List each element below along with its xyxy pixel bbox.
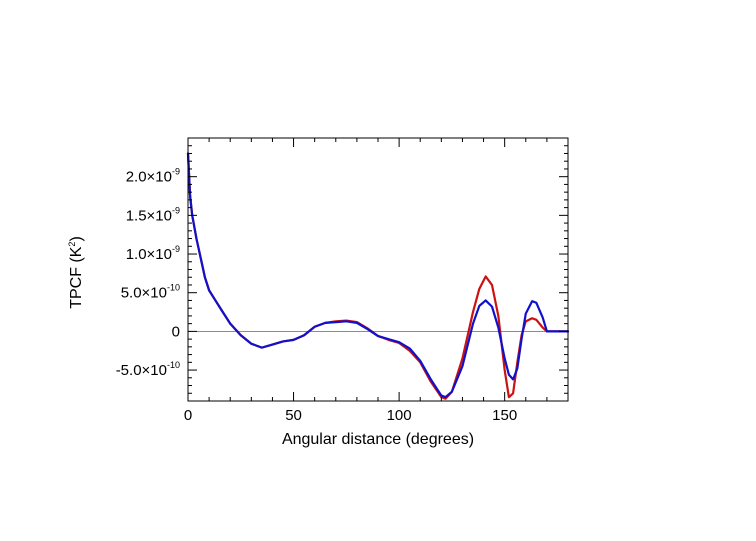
plot-frame <box>187 137 569 402</box>
y-tick-label: -5.0×10-10 <box>116 360 180 379</box>
y-axis-ticks: -5.0×10-10 0 5.0×10-10 1.0×10-9 1.5×10-9 2.0×… <box>116 145 568 394</box>
y-tick-label: 1.5×10-9 <box>126 205 180 224</box>
y-axis-title-close: ) <box>68 236 85 241</box>
x-tick-label: 100 <box>387 407 412 424</box>
y-axis-title-main: TPCF (K <box>68 246 85 309</box>
y-axis-title: TPCF (K2) <box>67 236 85 309</box>
y-tick-label: 2.0×10-9 <box>126 167 180 186</box>
x-axis-title: Angular distance (degrees) <box>282 431 474 448</box>
y-tick-label: 5.0×10-10 <box>121 283 180 302</box>
y-tick-label: 0 <box>172 323 180 340</box>
series-line-2 <box>186 152 570 399</box>
y-tick-label: 1.0×10-9 <box>126 244 180 263</box>
x-tick-label: 150 <box>492 407 517 424</box>
x-axis-ticks: 0 50 100 150 <box>184 138 569 424</box>
x-tick-label: 0 <box>184 407 192 424</box>
y-axis-title-sup: 2 <box>67 242 77 247</box>
x-tick-label: 50 <box>285 407 302 424</box>
series-line-1 <box>186 152 570 400</box>
